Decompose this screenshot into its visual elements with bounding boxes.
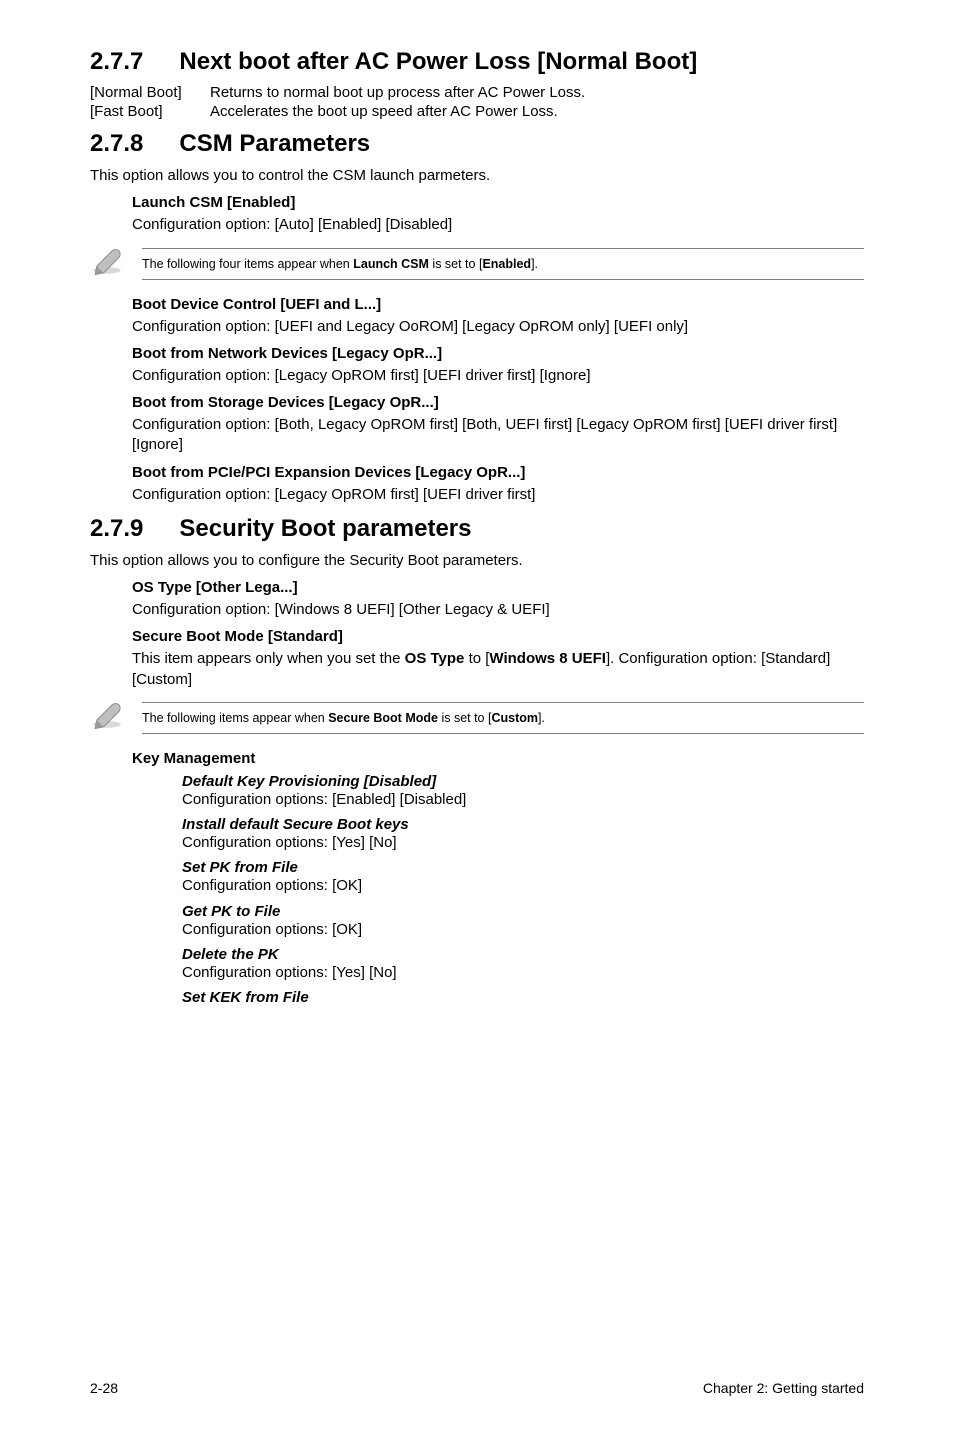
note-text-bold: Launch CSM (353, 257, 429, 271)
km-item-head: Set KEK from File (182, 989, 864, 1006)
secure-boot-desc: This item appears only when you set the … (132, 649, 864, 690)
csm-item-conf: Configuration option: [Legacy OpROM firs… (132, 485, 864, 505)
launch-csm-conf: Configuration option: [Auto] [Enabled] [… (132, 215, 864, 235)
page-footer: 2-28 Chapter 2: Getting started (90, 1380, 864, 1396)
section-279-number: 2.7.9 (90, 515, 143, 543)
note-text-bold: Enabled (482, 257, 531, 271)
note-pen-icon (90, 247, 124, 280)
note-rule-bottom (142, 279, 864, 280)
note-text-bold: Secure Boot Mode (328, 711, 438, 725)
section-278-heading: 2.7.8 CSM Parameters (90, 130, 864, 158)
km-item-conf: Configuration options: [Yes] [No] (182, 833, 864, 853)
secure-text-part: to [ (464, 650, 489, 667)
launch-csm-head: Launch CSM [Enabled] (132, 194, 864, 211)
option-desc: Returns to normal boot up process after … (210, 84, 585, 101)
section-278-intro: This option allows you to control the CS… (90, 166, 864, 186)
note-rule-top (142, 248, 864, 249)
note-text-part: is set to [ (429, 257, 483, 271)
km-item-head: Delete the PK (182, 946, 864, 963)
csm-item-head: Boot from Network Devices [Legacy OpR...… (132, 345, 864, 362)
os-type-conf: Configuration option: [Windows 8 UEFI] [… (132, 600, 864, 620)
csm-item-head: Boot from Storage Devices [Legacy OpR...… (132, 394, 864, 411)
note-text: The following items appear when Secure B… (142, 705, 864, 731)
section-279-intro: This option allows you to configure the … (90, 551, 864, 571)
km-item-head: Get PK to File (182, 903, 864, 920)
note-text: The following four items appear when Lau… (142, 251, 864, 277)
csm-item-conf: Configuration option: [Legacy OpROM firs… (132, 366, 864, 386)
csm-item-conf: Configuration option: [Both, Legacy OpRO… (132, 415, 864, 456)
note-rule-top (142, 702, 864, 703)
note-block: The following four items appear when Lau… (90, 246, 864, 282)
note-text-part: The following four items appear when (142, 257, 353, 271)
section-277-title: Next boot after AC Power Loss [Normal Bo… (179, 48, 697, 76)
section-277-heading: 2.7.7 Next boot after AC Power Loss [Nor… (90, 48, 864, 76)
note-text-part: The following items appear when (142, 711, 328, 725)
option-key: [Normal Boot] (90, 84, 210, 101)
secure-text-bold: Windows 8 UEFI (489, 650, 606, 667)
os-type-head: OS Type [Other Lega...] (132, 579, 864, 596)
secure-boot-head: Secure Boot Mode [Standard] (132, 628, 864, 645)
section-279-title: Security Boot parameters (179, 515, 471, 543)
note-block: The following items appear when Secure B… (90, 700, 864, 736)
footer-chapter: Chapter 2: Getting started (703, 1380, 864, 1396)
km-item-head: Install default Secure Boot keys (182, 816, 864, 833)
section-277-number: 2.7.7 (90, 48, 143, 76)
note-text-part: ]. (538, 711, 545, 725)
secure-text-bold: OS Type (405, 650, 465, 667)
km-item-conf: Configuration options: [OK] (182, 876, 864, 896)
option-desc: Accelerates the boot up speed after AC P… (210, 103, 558, 120)
secure-text-part: This item appears only when you set the (132, 650, 405, 667)
option-row: [Normal Boot] Returns to normal boot up … (90, 84, 864, 101)
km-item-conf: Configuration options: [Enabled] [Disabl… (182, 790, 864, 810)
csm-item-head: Boot Device Control [UEFI and L...] (132, 296, 864, 313)
km-item-conf: Configuration options: [Yes] [No] (182, 963, 864, 983)
note-text-part: ]. (531, 257, 538, 271)
section-279-heading: 2.7.9 Security Boot parameters (90, 515, 864, 543)
km-item-conf: Configuration options: [OK] (182, 920, 864, 940)
csm-item-conf: Configuration option: [UEFI and Legacy O… (132, 317, 864, 337)
note-rule-bottom (142, 733, 864, 734)
km-item-head: Default Key Provisioning [Disabled] (182, 773, 864, 790)
note-text-part: is set to [ (438, 711, 492, 725)
note-text-bold: Custom (491, 711, 538, 725)
note-pen-icon (90, 701, 124, 734)
km-item-head: Set PK from File (182, 859, 864, 876)
option-key: [Fast Boot] (90, 103, 210, 120)
option-row: [Fast Boot] Accelerates the boot up spee… (90, 103, 864, 120)
csm-item-head: Boot from PCIe/PCI Expansion Devices [Le… (132, 464, 864, 481)
footer-page-number: 2-28 (90, 1380, 118, 1396)
section-278-number: 2.7.8 (90, 130, 143, 158)
key-management-head: Key Management (132, 750, 864, 767)
section-278-title: CSM Parameters (179, 130, 370, 158)
